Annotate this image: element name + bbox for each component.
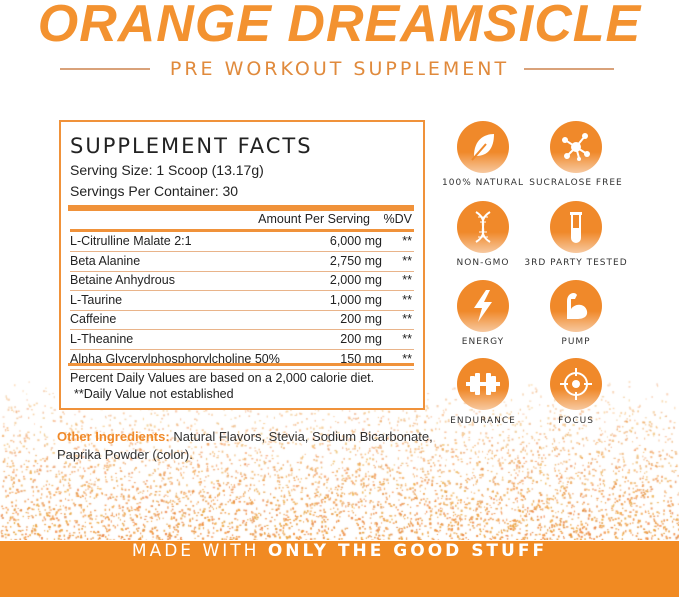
column-headers: Amount Per Serving %DV (70, 210, 414, 232)
facts-row: Alpha Glycerylphosphorylcholine 50% 150 m… (70, 350, 414, 370)
product-subtitle: PRE WORKOUT SUPPLEMENT (169, 58, 510, 80)
ingredient-dv: ** (402, 292, 412, 307)
ingredient-amount: 200 mg (340, 312, 382, 327)
ingredient-name: L-Taurine (70, 292, 123, 307)
facts-row: Betaine Anhydrous 2,000 mg ** (70, 271, 414, 292)
molecule-icon (550, 121, 602, 173)
badge-label: ENDURANCE (450, 416, 516, 426)
facts-heading: SUPPLEMENT FACTS (70, 134, 313, 158)
ingredient-name: Alpha Glycerylphosphorylcholine 50% (70, 351, 280, 366)
badge-label: ENERGY (461, 337, 505, 347)
ingredient-amount: 1,000 mg (329, 292, 382, 307)
lightning-icon (457, 280, 509, 332)
facts-row: Caffeine 200 mg ** (70, 310, 414, 331)
other-ingredients-label: Other Ingredients: (57, 429, 170, 444)
facts-row: L-Citrulline Malate 2:1 6,000 mg ** (70, 232, 414, 252)
rule (68, 363, 414, 366)
divider (524, 68, 614, 70)
ingredient-dv: ** (402, 253, 412, 268)
servings-per-container: Servings Per Container: 30 (70, 183, 239, 199)
dv-header: %DV (383, 212, 412, 226)
thick-rule (68, 205, 414, 211)
ingredient-name: Betaine Anhydrous (70, 273, 175, 288)
badge-label: FOCUS (558, 416, 594, 426)
badge-label: NON-GMO (456, 258, 510, 268)
ingredient-name: Beta Alanine (70, 253, 141, 268)
dumbbell-icon (457, 358, 509, 410)
ingredient-amount: 2,000 mg (329, 273, 382, 288)
ingredient-amount: 6,000 mg (329, 234, 382, 248)
amount-header: Amount Per Serving (258, 212, 370, 226)
banner-emphasis: ONLY THE GOOD STUFF (267, 541, 548, 561)
product-title: ORANGE DREAMSICLE (37, 0, 642, 53)
bottom-banner: MADE WITH ONLY THE GOOD STUFF (0, 541, 679, 597)
badge-label: PUMP (561, 337, 591, 347)
flexed-arm-icon (550, 280, 602, 332)
ingredient-dv: ** (402, 312, 412, 327)
ingredient-amount: 2,750 mg (329, 253, 382, 268)
ingredient-name: L-Citrulline Malate 2:1 (70, 234, 192, 248)
crosshair-icon (550, 358, 602, 410)
ingredient-dv: ** (402, 273, 412, 288)
ingredient-amount: 200 mg (340, 332, 382, 346)
ingredient-amount: 150 mg (340, 351, 382, 366)
leaf-icon (457, 121, 509, 173)
banner-prefix: MADE WITH (131, 541, 268, 561)
facts-row: L-Theanine 200 mg ** (70, 330, 414, 350)
ingredient-dv: ** (402, 234, 412, 248)
dv-footnote: **Daily Value not established (74, 387, 234, 401)
supplement-facts-panel: SUPPLEMENT FACTS Serving Size: 1 Scoop (… (59, 120, 425, 410)
badge-label: SUCRALOSE FREE (529, 178, 623, 188)
dna-icon (457, 201, 509, 253)
serving-size: Serving Size: 1 Scoop (13.17g) (70, 162, 264, 178)
dv-note: Percent Daily Values are based on a 2,00… (70, 371, 375, 385)
facts-row: L-Taurine 1,000 mg ** (70, 291, 414, 311)
divider (60, 68, 150, 70)
ingredient-dv: ** (402, 332, 412, 346)
ingredient-name: L-Theanine (70, 332, 134, 346)
ingredient-name: Caffeine (70, 312, 117, 327)
other-ingredients: Other Ingredients: Natural Flavors, Stev… (57, 428, 437, 464)
ingredient-dv: ** (402, 351, 412, 366)
other-ingredients-text: Natural Flavors, Stevia, Sodium Bicarbon… (57, 429, 433, 462)
badge-label: 100% NATURAL (442, 178, 524, 188)
test-tube-icon (550, 201, 602, 253)
badge-label: 3RD PARTY TESTED (524, 258, 628, 268)
facts-row: Beta Alanine 2,750 mg ** (70, 252, 414, 272)
